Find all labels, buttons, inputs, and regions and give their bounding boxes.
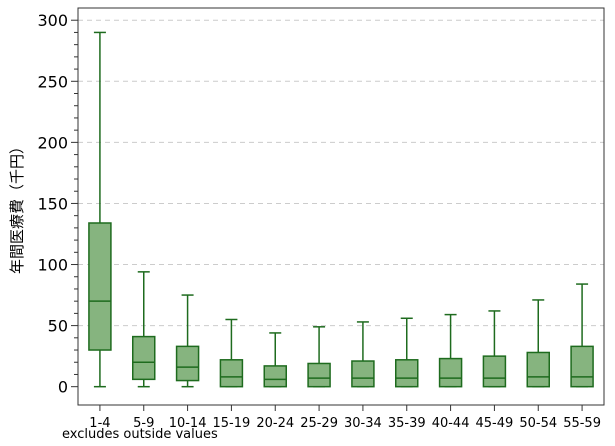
x-tick-label: 35-39: [388, 416, 426, 431]
box-35-39: [395, 317, 419, 388]
box-55-59: [570, 283, 594, 388]
box-iqr: [219, 359, 244, 388]
x-tick-label: 5-9: [133, 416, 154, 431]
box-iqr: [570, 345, 594, 388]
box-25-29: [307, 326, 331, 388]
x-tick-label: 20-24: [256, 416, 294, 431]
y-axis: 0 50 100 150 200 250 300: [37, 11, 78, 397]
box-iqr: [351, 360, 375, 388]
x-tick-label: 1-4: [89, 416, 110, 431]
box-10-14: [175, 294, 200, 388]
x-axis: 1-4 5-9 10-14 15-19 20-24 25-29 30-34 35-39 40-4…: [89, 405, 601, 431]
y-axis-label: 年間医療費（千円）: [8, 139, 26, 274]
x-tick-label: 45-49: [476, 416, 514, 431]
y-tick-label: 0: [58, 378, 68, 397]
y-tick-label: 300: [37, 11, 68, 30]
grid-lines: [78, 19, 604, 327]
plot-frame: [77, 7, 605, 406]
box-45-49: [482, 310, 507, 388]
box-iqr: [175, 345, 200, 382]
box-iqr: [438, 357, 463, 388]
x-tick-label: 50-54: [519, 416, 557, 431]
x-tick-label: 55-59: [563, 416, 601, 431]
box-50-54: [526, 299, 550, 388]
box-iqr: [88, 222, 112, 351]
box-iqr: [395, 359, 419, 388]
box-30-34: [351, 321, 375, 388]
box-iqr: [132, 335, 156, 381]
box-iqr: [482, 355, 507, 388]
y-tick-label: 200: [37, 133, 68, 152]
box-5-9: [132, 271, 156, 388]
x-tick-label: 30-34: [344, 416, 382, 431]
box-20-24: [263, 332, 287, 388]
box-15-19: [219, 318, 244, 388]
y-tick-label: 100: [37, 256, 68, 275]
x-tick-label: 10-14: [169, 416, 207, 431]
y-tick-label: 150: [37, 194, 68, 213]
y-tick-label: 50: [48, 317, 68, 336]
box-iqr: [307, 362, 331, 388]
box-40-44: [438, 313, 463, 388]
box-1-4: [88, 31, 112, 388]
y-tick-label: 250: [37, 72, 68, 91]
x-tick-label: 25-29: [300, 416, 338, 431]
x-tick-label: 40-44: [432, 416, 470, 431]
chart-note: excludes outside values: [62, 427, 218, 442]
box-iqr: [263, 365, 287, 388]
box-series: [88, 31, 594, 388]
x-tick-label: 15-19: [213, 416, 251, 431]
box-iqr: [526, 351, 550, 388]
